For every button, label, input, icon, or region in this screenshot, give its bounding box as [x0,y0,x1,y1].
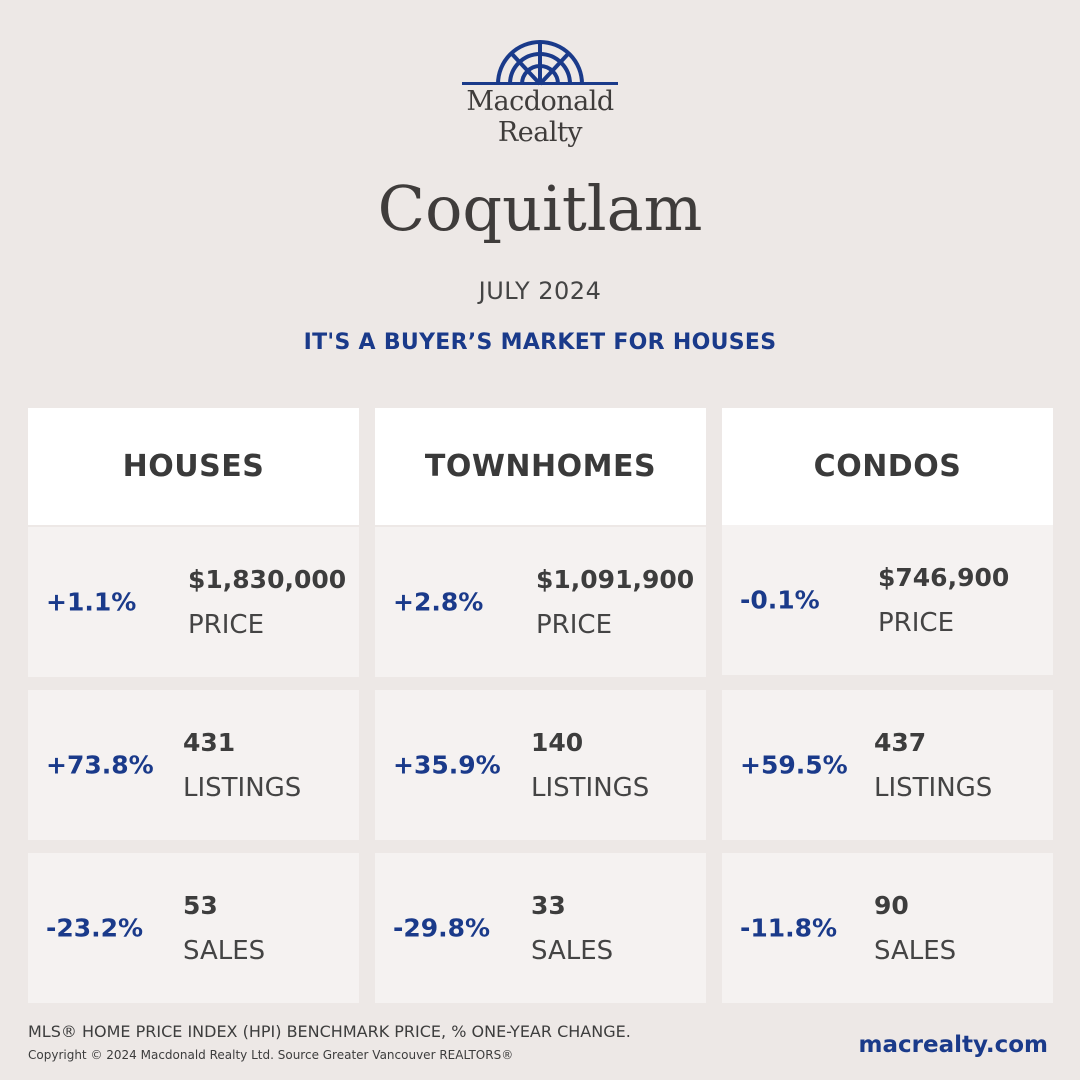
townhomes-listings-card: +35.9% 140 LISTINGS [375,690,706,840]
logo-name-line1: Macdonald [466,86,614,117]
price-change: -0.1% [740,585,820,615]
listings-label: LISTINGS [531,773,650,803]
condos-listings-card: +59.5% 437 LISTINGS [722,690,1053,840]
listings-label: LISTINGS [183,773,302,803]
price-value: $746,900 [878,563,1010,592]
sales-label: SALES [531,936,614,966]
page-title: Coquitlam [377,172,703,245]
price-label: PRICE [536,610,612,640]
houses-column: HOUSES [28,408,359,525]
price-change: +1.1% [46,587,137,617]
price-value: $1,830,000 [188,565,347,594]
column-title: TOWNHOMES [375,408,706,525]
report-date: JULY 2024 [478,277,602,305]
listings-value: 437 [874,728,927,757]
sales-value: 90 [874,891,909,920]
website-link[interactable]: macrealty.com [858,1032,1048,1058]
footer-copyright: Copyright © 2024 Macdonald Realty Ltd. S… [28,1048,514,1062]
houses-listings-card: +73.8% 431 LISTINGS [28,690,359,840]
logo: Macdonald Realty [0,40,1080,148]
condos-sales-card: -11.8% 90 SALES [722,853,1053,1003]
listings-value: 140 [531,728,584,757]
houses-sales-card: -23.2% 53 SALES [28,853,359,1003]
listings-label: LISTINGS [874,773,993,803]
sales-change: -23.2% [46,913,144,943]
condos-column: CONDOS [722,408,1053,525]
townhomes-sales-card: -29.8% 33 SALES [375,853,706,1003]
price-label: PRICE [188,610,264,640]
logo-emblem-icon [462,40,618,86]
price-value: $1,091,900 [536,565,695,594]
sales-label: SALES [874,936,957,966]
sales-label: SALES [183,936,266,966]
houses-price-card: +1.1% $1,830,000 PRICE [28,527,359,677]
townhomes-column: TOWNHOMES [375,408,706,525]
column-title: HOUSES [28,408,359,525]
listings-change: +35.9% [393,750,501,780]
price-change: +2.8% [393,587,484,617]
price-label: PRICE [878,608,954,638]
sales-value: 53 [183,891,218,920]
sales-value: 33 [531,891,566,920]
sales-change: -11.8% [740,913,838,943]
column-title: CONDOS [722,408,1053,525]
sales-change: -29.8% [393,913,491,943]
listings-change: +59.5% [740,750,848,780]
condos-price-card: -0.1% $746,900 PRICE [722,525,1053,675]
listings-value: 431 [183,728,236,757]
tagline: IT'S A BUYER’S MARKET FOR HOUSES [303,330,777,355]
logo-name-line2: Realty [497,117,583,148]
listings-change: +73.8% [46,750,154,780]
townhomes-price-card: +2.8% $1,091,900 PRICE [375,527,706,677]
footer-note: MLS® HOME PRICE INDEX (HPI) BENCHMARK PR… [28,1022,631,1041]
